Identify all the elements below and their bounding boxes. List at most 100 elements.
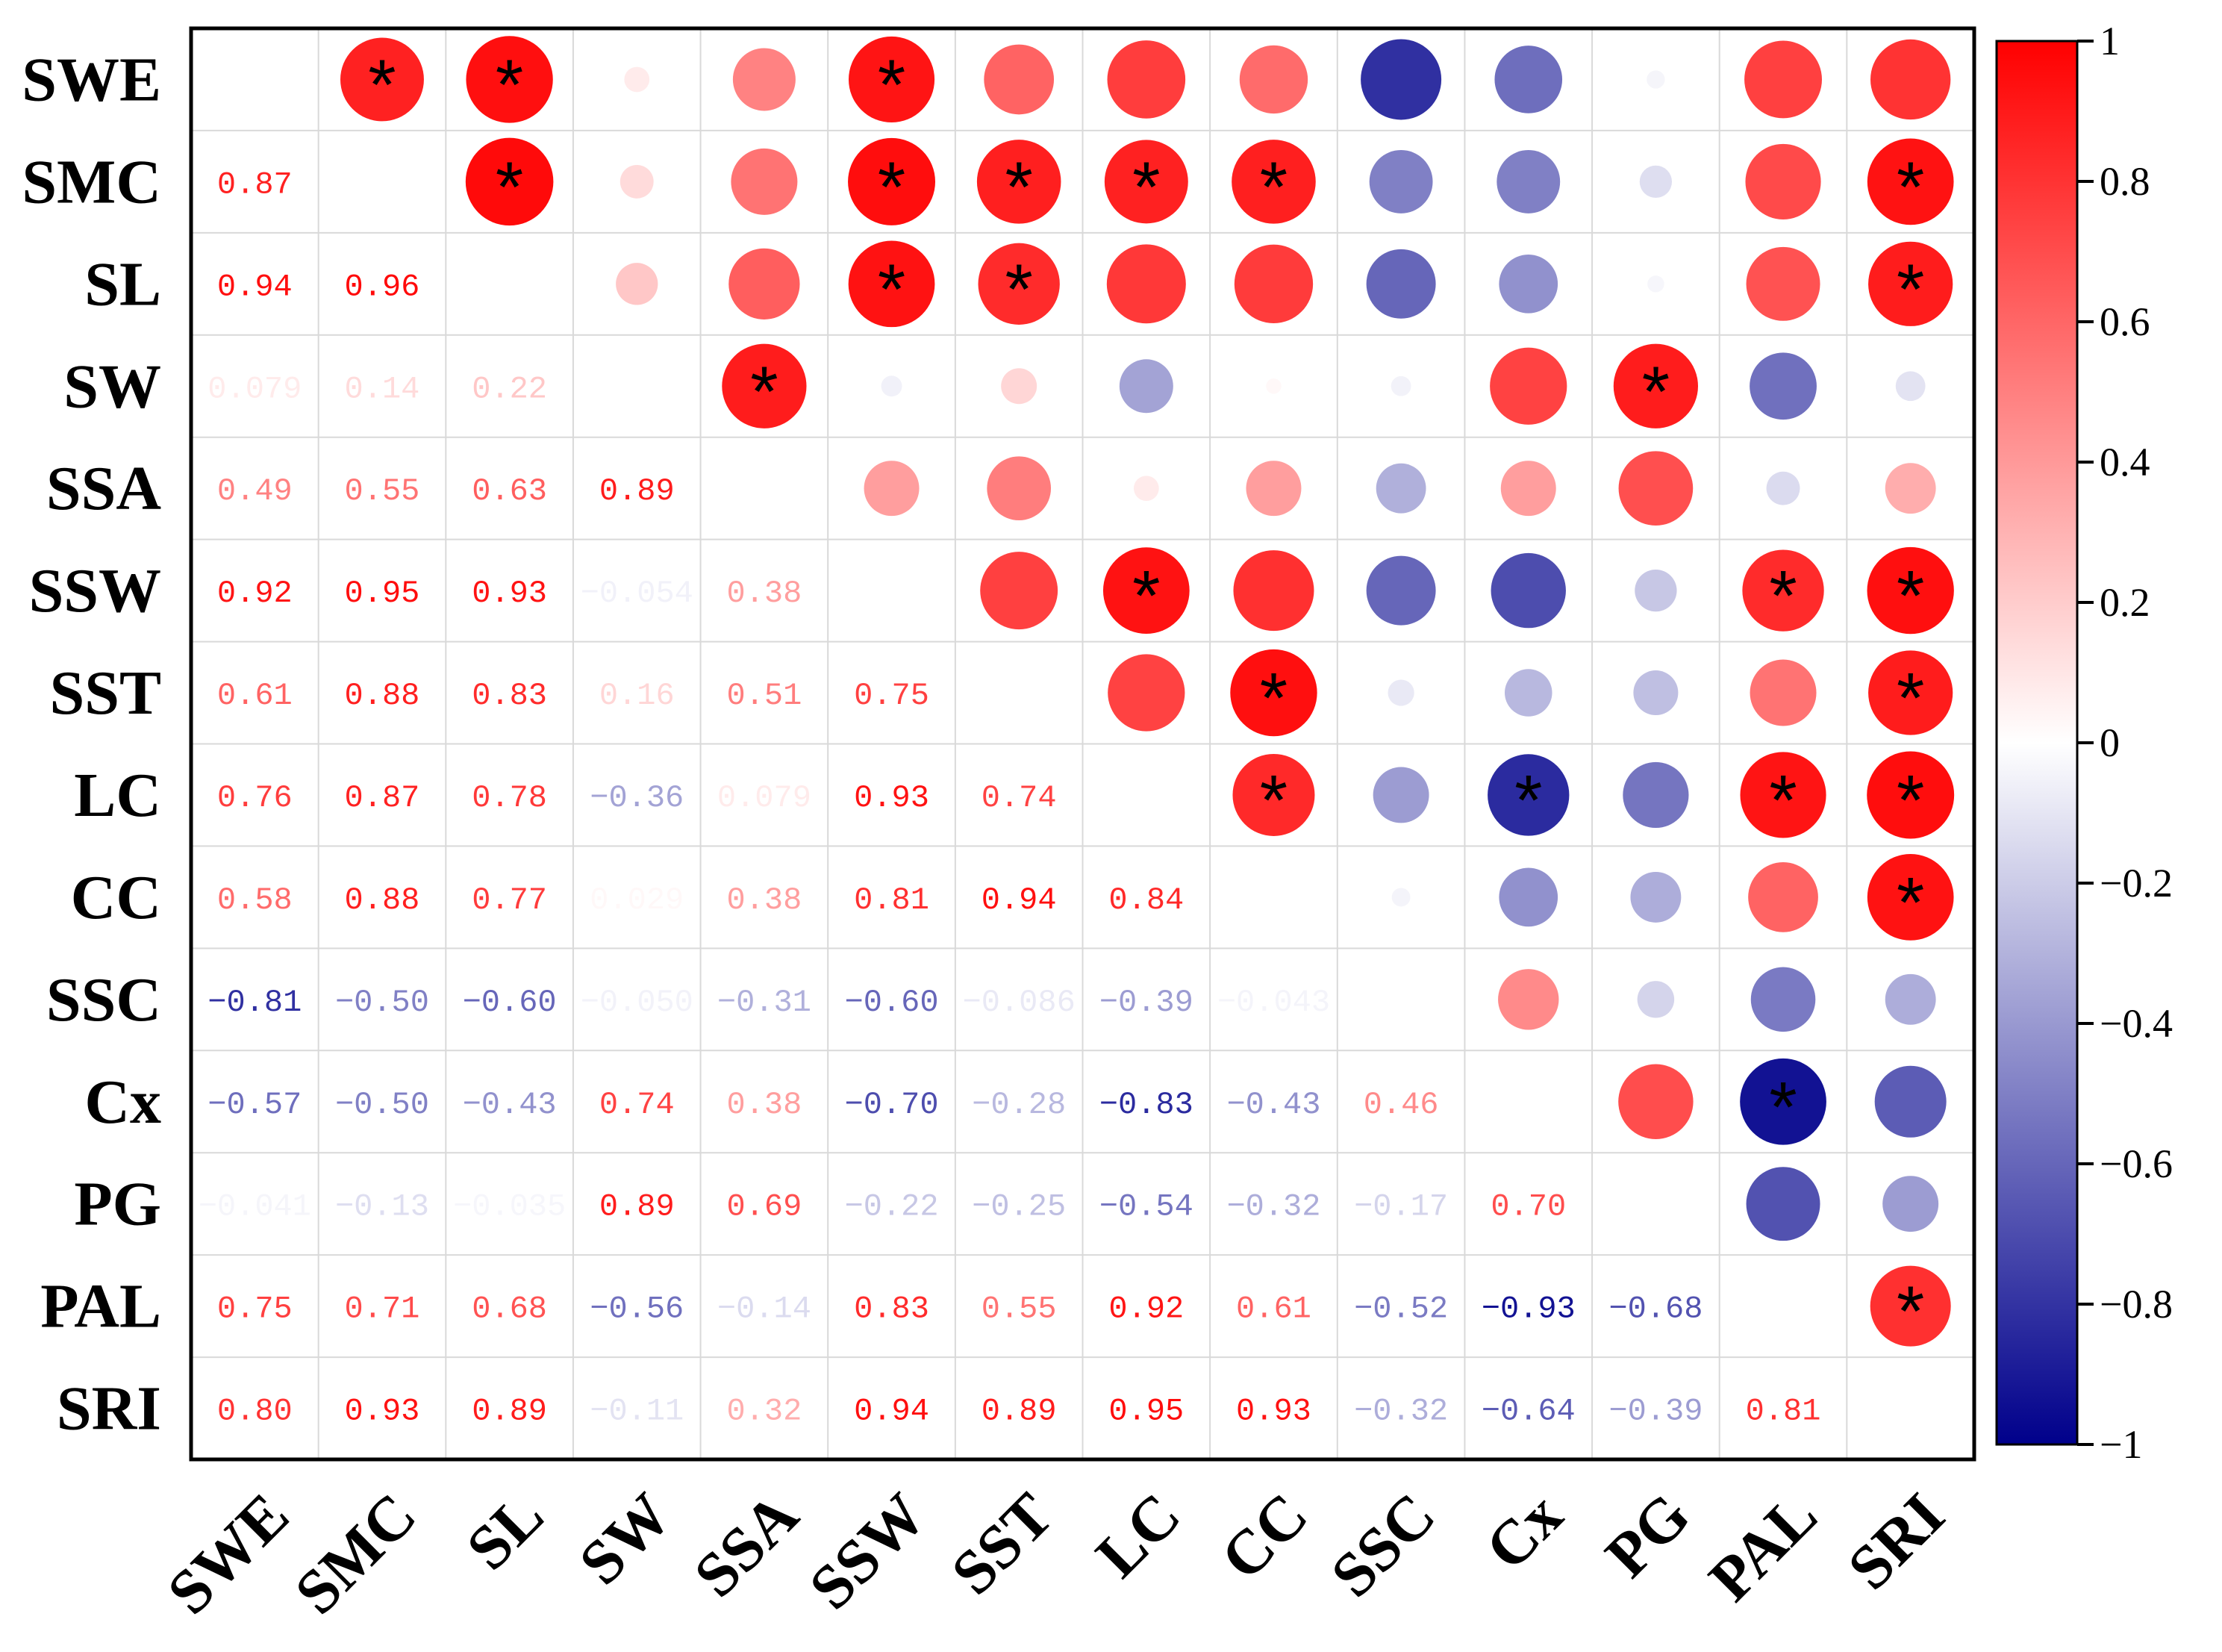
correlation-circle — [1366, 555, 1436, 626]
row-label: SSA — [46, 454, 161, 523]
column-label: CC — [1208, 1480, 1321, 1594]
correlation-circle — [1647, 70, 1665, 89]
cell-value-label: −0.50 — [335, 985, 429, 1020]
colorbar-tick-label: −1 — [2100, 1422, 2142, 1467]
correlation-circle — [848, 36, 935, 123]
row-label: SMC — [22, 147, 161, 216]
correlation-circle — [1230, 649, 1317, 737]
row-label: SW — [63, 352, 161, 421]
cell-value-label: 0.029 — [590, 882, 684, 918]
correlation-circle — [1870, 39, 1951, 120]
column-label: SSA — [681, 1480, 812, 1610]
cell-value-label: −0.43 — [463, 1087, 557, 1123]
correlation-circle — [465, 137, 554, 226]
cell-value-label: 0.079 — [717, 780, 811, 816]
cell-value-label: 0.87 — [217, 166, 293, 202]
correlation-circle — [732, 48, 796, 111]
correlation-circle — [1266, 378, 1282, 394]
row-label: SSC — [46, 965, 161, 1035]
cell-value-label: 0.58 — [217, 882, 293, 918]
cell-value-label: 0.61 — [1236, 1291, 1311, 1327]
cell-value-label: −0.70 — [845, 1087, 939, 1123]
significance-star: * — [1897, 761, 1924, 841]
correlation-circle — [1742, 549, 1824, 632]
correlation-circle — [1867, 751, 1955, 839]
cell-value-label: −0.054 — [581, 576, 693, 611]
correlation-circle — [1232, 753, 1315, 836]
correlation-circle — [620, 164, 654, 199]
cell-value-label: 0.83 — [472, 678, 547, 714]
significance-star: * — [1260, 147, 1288, 227]
correlation-circle — [1745, 143, 1821, 219]
correlation-circle — [1744, 40, 1822, 119]
correlation-circle — [1882, 1176, 1939, 1232]
colorbar-tick-label: 0 — [2100, 720, 2120, 765]
correlation-circle — [1637, 981, 1675, 1018]
cell-value-label: 0.89 — [599, 473, 675, 509]
cell-value-label: −0.83 — [1099, 1087, 1193, 1123]
correlation-circle — [1232, 140, 1316, 224]
column-label: LC — [1083, 1480, 1193, 1591]
cell-value-label: 0.32 — [726, 1394, 802, 1430]
correlation-circle — [1233, 550, 1314, 632]
cell-value-label: −0.56 — [590, 1291, 684, 1327]
correlation-circle — [1623, 761, 1689, 829]
correlation-circle — [1376, 463, 1426, 514]
column-label: SST — [938, 1480, 1066, 1608]
significance-star: * — [1769, 1067, 1797, 1147]
cell-value-label: 0.55 — [345, 473, 420, 509]
cell-value-label: 0.89 — [982, 1394, 1057, 1430]
colorbar-tick-label: −0.6 — [2100, 1141, 2173, 1186]
correlation-circle — [616, 263, 658, 305]
cell-value-label: 0.14 — [345, 371, 420, 407]
cell-value-label: 0.079 — [207, 371, 302, 407]
cell-value-label: −0.60 — [463, 985, 557, 1020]
cell-value-label: 0.93 — [1236, 1394, 1311, 1430]
cell-value-label: −0.60 — [845, 985, 939, 1020]
colorbar-tick-label: 0.8 — [2100, 159, 2150, 204]
cell-value-label: −0.57 — [207, 1087, 302, 1123]
correlation-circle — [984, 44, 1055, 115]
cell-value-label: 0.76 — [217, 780, 293, 816]
correlation-circle — [976, 140, 1061, 224]
row-label: SL — [84, 249, 161, 319]
row-label: PG — [74, 1170, 161, 1239]
cell-value-label: −0.43 — [1226, 1087, 1320, 1123]
significance-star: * — [1897, 863, 1924, 943]
cell-value-label: 0.61 — [217, 678, 293, 714]
significance-star: * — [1897, 147, 1924, 227]
correlation-circle — [1133, 476, 1159, 502]
correlation-circle — [1746, 246, 1820, 321]
cell-value-label: −0.17 — [1354, 1189, 1448, 1225]
correlation-circle — [987, 456, 1052, 521]
cell-value-label: −0.22 — [845, 1189, 939, 1225]
cell-value-label: −0.31 — [717, 985, 811, 1020]
correlation-circle — [1391, 375, 1411, 396]
correlation-circle — [1500, 461, 1556, 517]
correlation-circle — [1874, 1065, 1947, 1138]
colorbar-tick-label: 0.2 — [2100, 580, 2150, 625]
cell-value-label: 0.87 — [345, 780, 420, 816]
correlation-circle — [1740, 752, 1826, 838]
row-label: SWE — [22, 45, 161, 114]
column-label: SSW — [796, 1480, 939, 1623]
colorbar-tick-label: 0.4 — [2100, 440, 2150, 484]
cell-value-label: 0.92 — [217, 576, 293, 611]
row-label: Cx — [84, 1067, 161, 1137]
correlation-circle — [1106, 244, 1186, 324]
cell-value-label: 0.69 — [726, 1189, 802, 1225]
significance-star: * — [1514, 761, 1542, 841]
cell-value-label: −0.81 — [207, 985, 302, 1020]
correlation-circle — [1766, 471, 1800, 505]
cell-value-label: 0.63 — [472, 473, 547, 509]
correlation-circle — [1107, 40, 1186, 119]
cell-value-label: 0.80 — [217, 1394, 293, 1430]
cell-value-label: 0.88 — [345, 882, 420, 918]
correlation-circle — [1108, 654, 1185, 732]
significance-star: * — [1897, 1272, 1924, 1352]
cell-value-label: −0.13 — [335, 1189, 429, 1225]
correlation-circle — [1499, 254, 1558, 314]
cell-value-label: 0.93 — [854, 780, 929, 816]
cell-value-label: 0.81 — [1746, 1394, 1821, 1430]
